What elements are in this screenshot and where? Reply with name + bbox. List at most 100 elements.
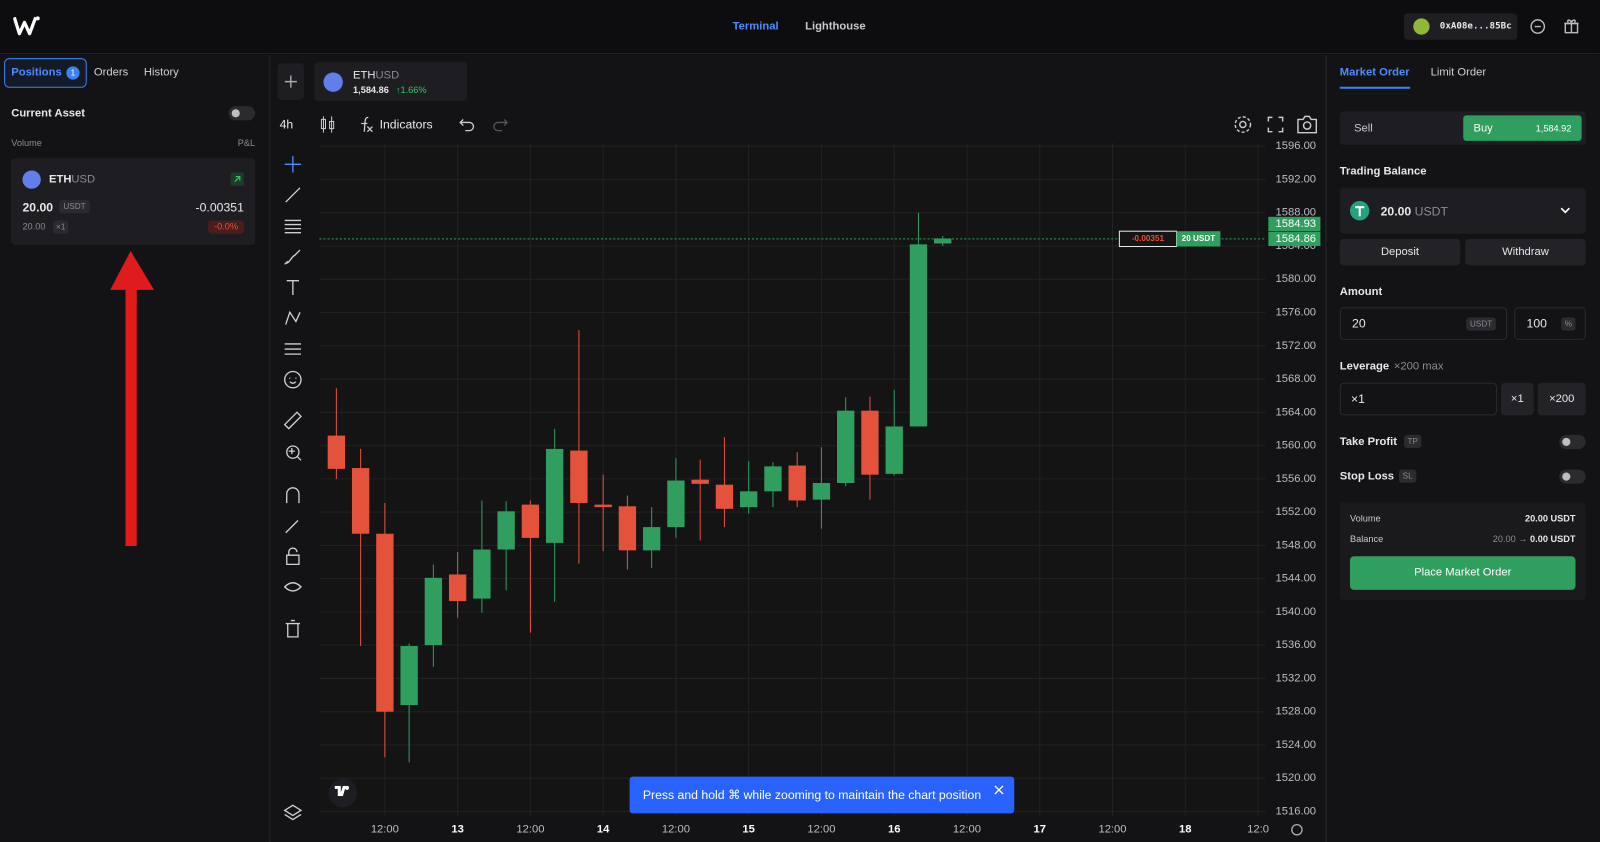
redo-icon[interactable] — [492, 117, 509, 132]
tool-glyph — [284, 219, 302, 234]
tool-icon[interactable] — [284, 343, 302, 355]
amount-input[interactable] — [1339, 307, 1508, 340]
candle-body — [885, 426, 903, 474]
tool-icon[interactable] — [284, 249, 301, 265]
unit: USDT — [1414, 204, 1448, 219]
fullscreen-icon[interactable] — [1267, 116, 1284, 133]
tool-icon[interactable] — [285, 619, 300, 638]
x-tick-label: 12:0 — [1247, 824, 1269, 836]
indicators-button[interactable]: Indicators — [379, 117, 433, 132]
y-tick-label: 1552.00 — [1276, 506, 1317, 518]
summary-label: Balance — [1349, 533, 1384, 544]
tab[interactable]: History — [143, 66, 179, 79]
tool-glyph — [284, 156, 302, 173]
x-tick-label: 17 — [1033, 824, 1045, 836]
candle-body — [715, 484, 734, 509]
x-tick-label: 16 — [888, 824, 900, 836]
leverage-input[interactable] — [1339, 382, 1497, 416]
candle-body — [327, 435, 346, 469]
x-tick-label: 12:00 — [953, 824, 981, 836]
nav-tab[interactable]: Lighthouse — [805, 20, 866, 33]
tool-glyph — [286, 445, 300, 459]
section-label: Amount — [1339, 285, 1383, 299]
summary-label: Volume — [1349, 513, 1381, 524]
chart-type-icon[interactable] — [318, 115, 336, 133]
amount: 20.00 — [1380, 204, 1412, 219]
base: ETH — [48, 173, 72, 186]
undo-icon[interactable] — [459, 117, 475, 132]
tool-glyph — [284, 370, 302, 389]
place-order-button[interactable]: Place Market Order — [1349, 556, 1576, 590]
indicators-icon[interactable] — [358, 115, 374, 133]
candle-body — [521, 504, 540, 538]
tool-icon[interactable] — [286, 445, 302, 461]
toast-close[interactable] — [994, 785, 1004, 795]
leverage-option[interactable]: ×200 — [1537, 382, 1586, 416]
tool-glyph — [286, 487, 300, 504]
eth-icon — [323, 72, 343, 92]
tool-icon[interactable] — [286, 487, 300, 504]
tool-glyph — [284, 343, 302, 355]
candle-body — [691, 479, 709, 484]
logo[interactable] — [13, 14, 40, 36]
y-tick-label: 1524.00 — [1276, 739, 1317, 751]
tool-glyph — [283, 582, 302, 592]
tab[interactable]: Orders — [93, 66, 129, 79]
deposit-button[interactable]: Deposit — [1339, 238, 1461, 266]
y-tick-label: 1528.00 — [1276, 706, 1317, 718]
wallet-address: 0xA08e...85Bc — [1439, 21, 1512, 32]
screenshot-icon[interactable] — [1297, 115, 1318, 134]
x-tick-label: 18 — [1179, 824, 1191, 836]
tool-icon[interactable] — [285, 310, 301, 325]
balance-value: 20.00 USDT — [1381, 203, 1448, 219]
interval[interactable]: 4h — [279, 117, 294, 132]
y-tick-label: 1532.00 — [1276, 672, 1317, 684]
tool-glyph — [284, 249, 301, 265]
tradingview-logo[interactable] — [328, 778, 358, 808]
order-panel — [1325, 55, 1600, 842]
toggle[interactable] — [228, 106, 256, 121]
tool-icon[interactable] — [284, 156, 302, 173]
arrow-icon — [234, 175, 241, 183]
tool-glyph — [285, 187, 301, 203]
chat-icon[interactable] — [1530, 18, 1546, 34]
open-icon[interactable] — [230, 172, 244, 186]
toggle[interactable] — [1559, 469, 1586, 484]
balance-to: 0.00 USDT — [1530, 533, 1576, 544]
gift-icon[interactable] — [1563, 17, 1579, 34]
tool-icon[interactable] — [283, 804, 303, 821]
tool-icon[interactable] — [285, 187, 301, 203]
candle-body — [570, 450, 588, 503]
wallet-avatar — [1413, 18, 1430, 35]
order-tab[interactable]: Limit Order — [1430, 66, 1487, 79]
percent-input[interactable] — [1514, 307, 1586, 340]
y-tick-label: 1592.00 — [1276, 173, 1317, 185]
y-tick-label: 1568.00 — [1276, 373, 1317, 385]
leverage-option[interactable]: ×1 — [1501, 382, 1534, 416]
nav-tab[interactable]: Terminal — [732, 20, 779, 33]
toast-message: Press and hold ⌘ while zooming to mainta… — [642, 787, 982, 803]
leverage-max: ×200 max — [1393, 360, 1444, 373]
tool-icon[interactable] — [284, 219, 302, 234]
settings-icon[interactable] — [1233, 114, 1253, 134]
tool-icon[interactable] — [284, 370, 302, 389]
balance-select[interactable] — [1339, 187, 1586, 234]
add-tab[interactable] — [277, 63, 305, 101]
withdraw-button[interactable]: Withdraw — [1465, 238, 1586, 266]
percent-value: 100 — [1526, 316, 1547, 331]
pnl-percent: -0.0% — [208, 220, 244, 234]
sell-button[interactable]: Sell — [1354, 122, 1373, 135]
column-header: Volume — [11, 137, 42, 148]
last-price-label: 1584.86 — [1276, 233, 1317, 245]
tool-icon[interactable] — [286, 547, 300, 566]
order-tab[interactable]: Market Order — [1339, 66, 1410, 79]
tool-icon[interactable] — [285, 520, 299, 534]
tool-icon[interactable] — [286, 280, 299, 295]
tool-icon[interactable] — [283, 582, 302, 592]
candle-body — [400, 646, 418, 706]
buy-button[interactable] — [1463, 115, 1582, 141]
tool-icon[interactable] — [283, 411, 302, 430]
toggle[interactable] — [1559, 434, 1586, 450]
tab[interactable]: Positions — [11, 66, 62, 79]
